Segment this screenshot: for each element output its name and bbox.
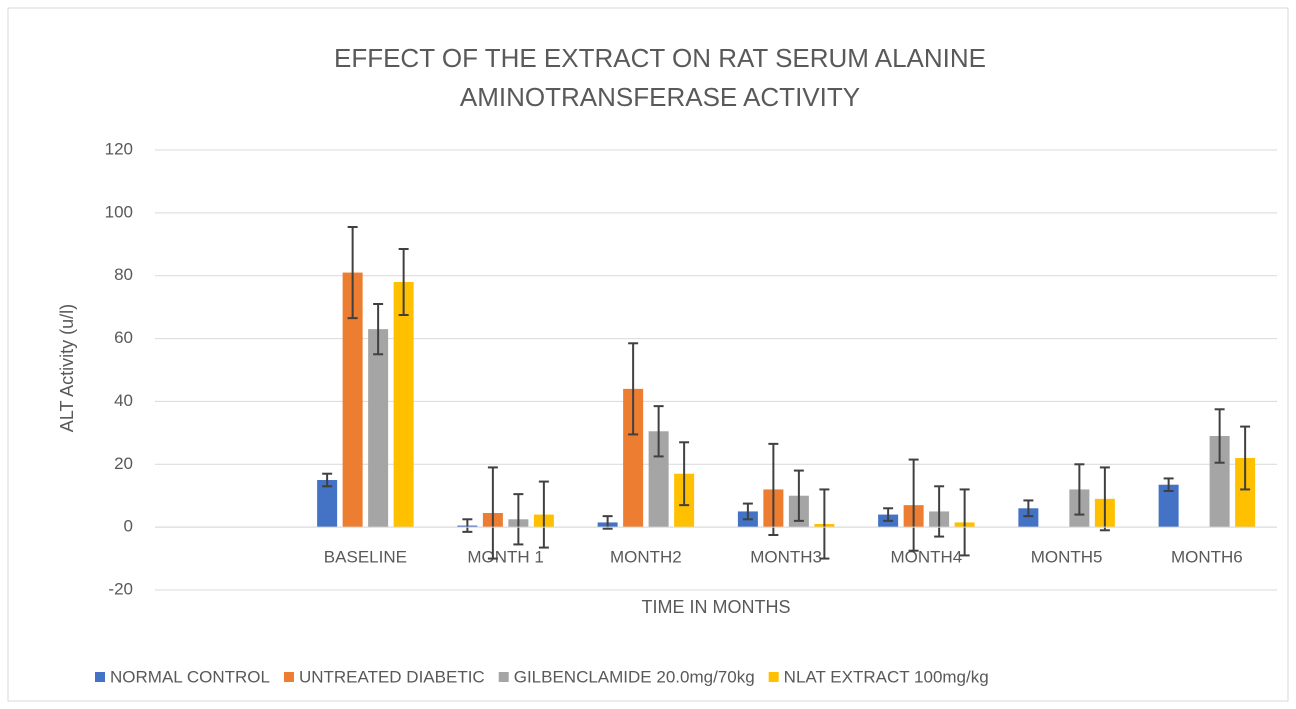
legend-swatch bbox=[498, 672, 509, 682]
error-bar bbox=[908, 458, 919, 552]
error-bar bbox=[1240, 425, 1251, 491]
x-tick-label: MONTH6 bbox=[1171, 547, 1243, 566]
y-tick-label: 40 bbox=[114, 391, 133, 410]
error-bar bbox=[602, 515, 613, 530]
x-tick-label: MONTH5 bbox=[1031, 547, 1103, 566]
legend-label: UNTREATED DIABETIC bbox=[299, 667, 485, 686]
error-bar bbox=[487, 466, 498, 560]
chart-title: EFFECT OF THE EXTRACT ON RAT SERUM ALANI… bbox=[334, 43, 986, 73]
bar bbox=[648, 431, 669, 528]
x-tick-label: MONTH2 bbox=[610, 547, 682, 566]
y-tick-label: 20 bbox=[114, 454, 133, 473]
error-bar bbox=[934, 485, 945, 538]
bar bbox=[1158, 484, 1179, 528]
chart-title: AMINOTRANSFERASE ACTIVITY bbox=[460, 82, 860, 112]
error-bar bbox=[679, 441, 690, 507]
x-tick-label: MONTH4 bbox=[890, 547, 962, 566]
error-bar bbox=[742, 502, 753, 521]
legend-label: NLAT EXTRACT 100mg/kg bbox=[784, 667, 989, 686]
bar bbox=[1235, 458, 1256, 528]
y-tick-label: 100 bbox=[105, 202, 133, 221]
error-bar bbox=[513, 493, 524, 546]
error-bar bbox=[1099, 466, 1110, 532]
error-bar bbox=[959, 488, 970, 557]
error-bar bbox=[538, 480, 549, 549]
error-bar bbox=[398, 248, 409, 316]
bar bbox=[317, 480, 338, 528]
error-bar bbox=[628, 342, 639, 436]
error-bar bbox=[819, 488, 830, 560]
error-bar bbox=[883, 507, 894, 522]
x-axis-label: TIME IN MONTHS bbox=[642, 597, 791, 617]
error-bar bbox=[373, 303, 384, 356]
legend-label: GILBENCLAMIDE 20.0mg/70kg bbox=[514, 667, 755, 686]
bar bbox=[1209, 436, 1230, 528]
error-bar bbox=[793, 469, 804, 522]
y-tick-label: 80 bbox=[114, 265, 133, 284]
error-bar bbox=[1163, 477, 1174, 492]
y-axis-label: ALT Activity (u/l) bbox=[57, 304, 77, 432]
bar bbox=[368, 329, 389, 528]
y-tick-label: 120 bbox=[105, 139, 133, 158]
x-tick-label: MONTH3 bbox=[750, 547, 822, 566]
x-tick-label: MONTH 1 bbox=[467, 547, 544, 566]
chart-border bbox=[7, 7, 1289, 702]
y-tick-label: 0 bbox=[124, 517, 133, 536]
legend-swatch bbox=[95, 672, 105, 682]
bar bbox=[623, 388, 644, 528]
legend-swatch bbox=[283, 672, 294, 682]
y-tick-label: 60 bbox=[114, 328, 133, 347]
bar bbox=[342, 272, 363, 528]
y-tick-label: -20 bbox=[108, 579, 133, 598]
bar bbox=[1018, 508, 1039, 528]
legend-swatch bbox=[768, 672, 779, 682]
error-bar bbox=[1074, 463, 1085, 516]
error-bar bbox=[768, 442, 779, 536]
error-bar bbox=[1214, 408, 1225, 464]
legend-label: NORMAL CONTROL bbox=[110, 667, 270, 686]
error-bar bbox=[322, 472, 333, 488]
x-tick-label: BASELINE bbox=[324, 547, 407, 566]
bar bbox=[393, 282, 414, 528]
error-bar bbox=[347, 226, 358, 320]
error-bar bbox=[653, 405, 664, 458]
error-bar bbox=[462, 518, 473, 533]
error-bar bbox=[1023, 499, 1034, 518]
